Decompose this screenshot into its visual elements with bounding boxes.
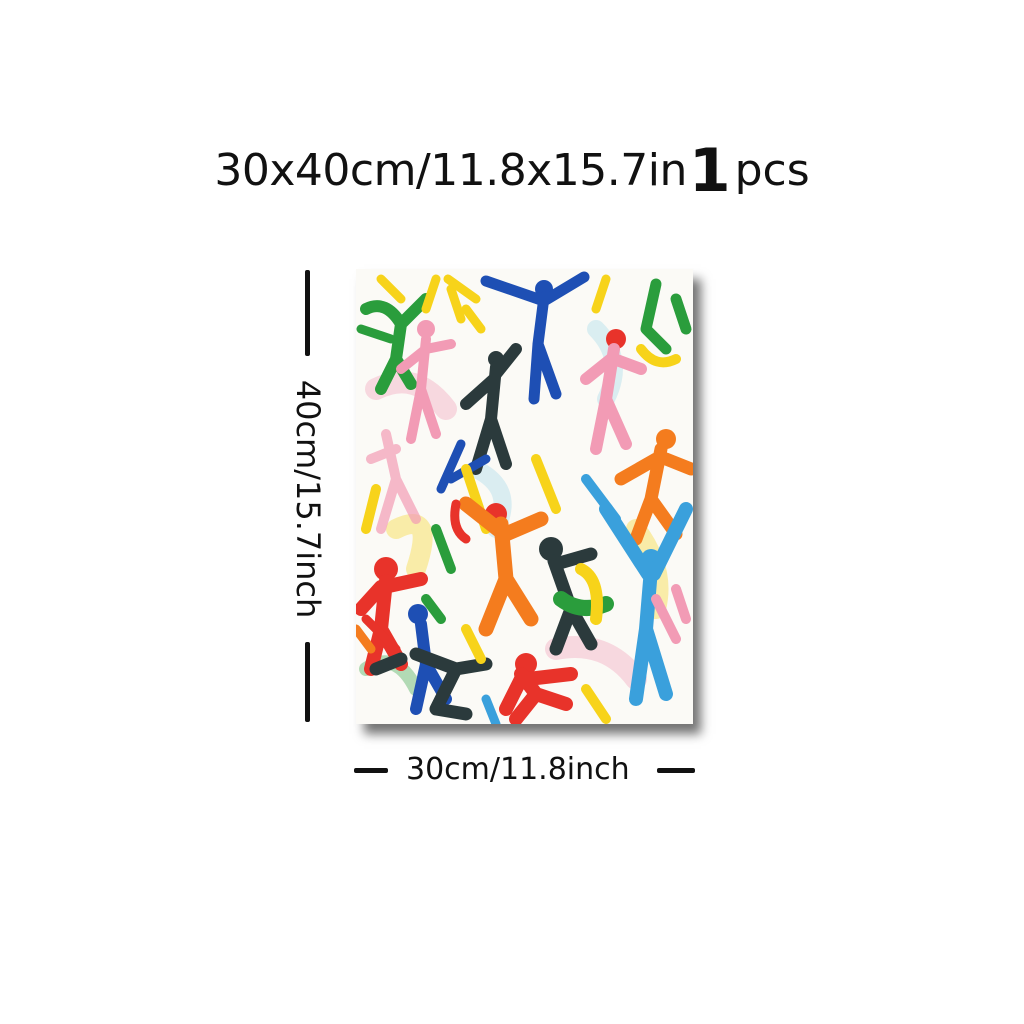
quantity-number: 1 bbox=[688, 136, 731, 206]
width-dimension-line-left bbox=[354, 768, 388, 773]
quantity-unit: pcs bbox=[734, 145, 810, 196]
height-label: 40cm/15.7inch bbox=[289, 379, 327, 619]
width-label: 30cm/11.8inch bbox=[406, 752, 630, 787]
width-dimension-line-right bbox=[657, 768, 695, 773]
size-text: 30x40cm/11.8x15.7in bbox=[214, 145, 687, 196]
canvas-artwork bbox=[356, 269, 693, 724]
height-dimension-line-bottom bbox=[305, 642, 310, 722]
product-title: 30x40cm/11.8x15.7in1pcs bbox=[0, 136, 1024, 206]
height-dimension-line-top bbox=[305, 270, 310, 356]
dancing-figures-painting bbox=[356, 269, 693, 724]
